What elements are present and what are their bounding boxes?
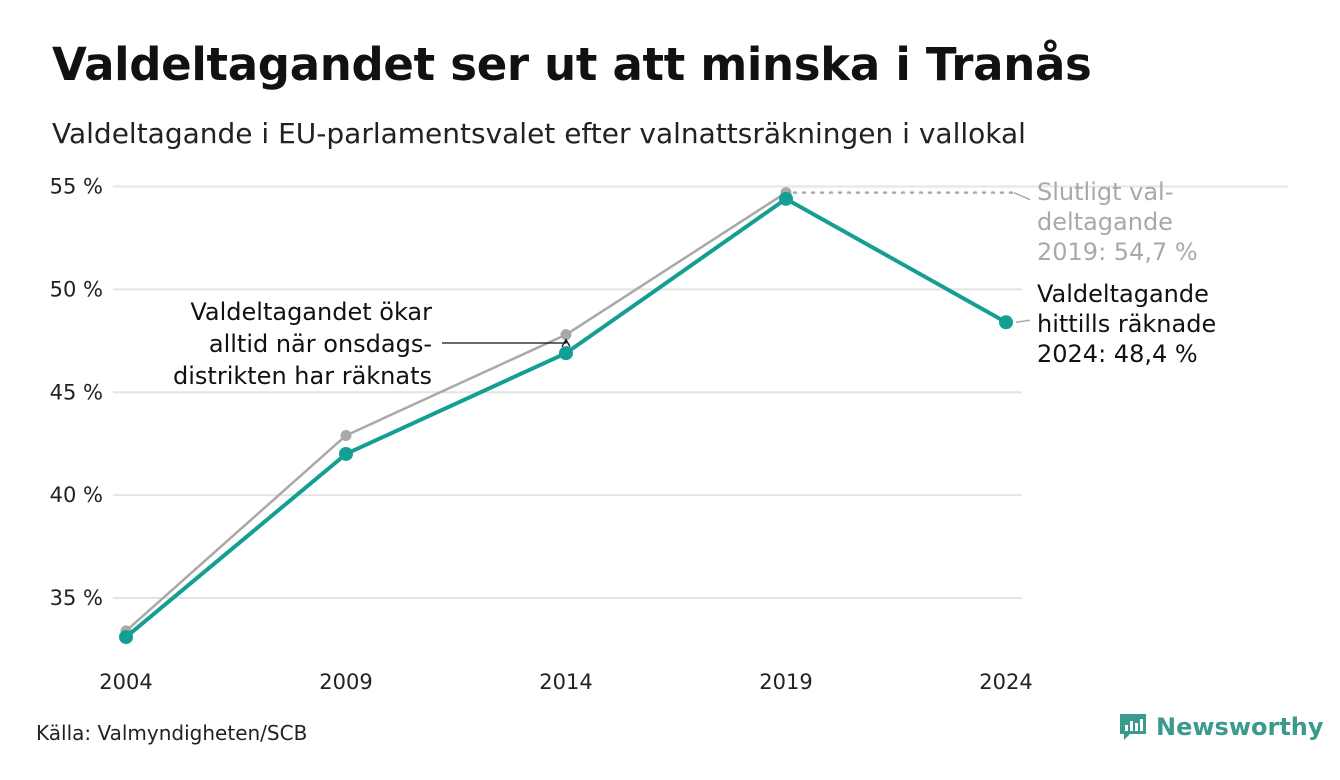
chart-subtitle: Valdeltagande i EU-parlamentsvalet efter… [52, 117, 1026, 150]
x-tick-label: 2009 [319, 670, 372, 694]
night-count-turnout-point [999, 315, 1013, 330]
final-2019-annotation-line: deltagande [1037, 208, 1173, 236]
y-tick-label: 50 % [50, 277, 103, 301]
brand-name: Newsworthy [1156, 713, 1324, 741]
y-tick-label: 45 % [50, 380, 103, 404]
current-2024-connector [1015, 319, 1031, 324]
onsdag-annotation-line: alltid när onsdags- [209, 330, 432, 358]
night-count-turnout-point [119, 630, 133, 645]
final-turnout-point [560, 329, 572, 341]
source-note: Källa: Valmyndigheten/SCB [36, 721, 308, 745]
final-2019-connector [1013, 191, 1031, 201]
chart-title: Valdeltagandet ser ut att minska i Tranå… [52, 38, 1092, 91]
x-tick-label: 2014 [539, 670, 592, 694]
onsdag-annotation-arrow [442, 340, 567, 344]
current-2024-annotation-line: 2024: 48,4 % [1037, 340, 1198, 368]
current-2024-annotation-line: Valdeltagande [1037, 280, 1209, 308]
night-count-turnout-point [339, 446, 353, 461]
night-count-turnout-point [779, 191, 793, 206]
night-count-turnout-line [124, 196, 1008, 640]
onsdag-annotation-line: Valdeltagandet ökar [190, 298, 432, 326]
final-turnout-point [340, 429, 352, 441]
current-2024-annotation-line: hittills räknade [1037, 310, 1216, 338]
x-tick-label: 2004 [99, 670, 152, 694]
x-tick-label: 2024 [979, 670, 1032, 694]
onsdag-annotation-arrowhead [561, 338, 571, 347]
y-tick-label: 40 % [50, 483, 103, 507]
night-count-turnout-point [559, 346, 573, 361]
newsworthy-logo: Newsworthy [1118, 712, 1324, 742]
x-tick-label: 2019 [759, 670, 812, 694]
final-2019-annotation-line: 2019: 54,7 % [1037, 238, 1198, 266]
y-tick-label: 55 % [50, 175, 103, 199]
final-turnout-line [124, 191, 788, 633]
onsdag-annotation-line: distrikten har räknats [173, 362, 432, 390]
y-tick-label: 35 % [50, 586, 103, 610]
final-2019-annotation-line: Slutligt val- [1037, 178, 1173, 206]
newsworthy-icon [1120, 714, 1146, 740]
